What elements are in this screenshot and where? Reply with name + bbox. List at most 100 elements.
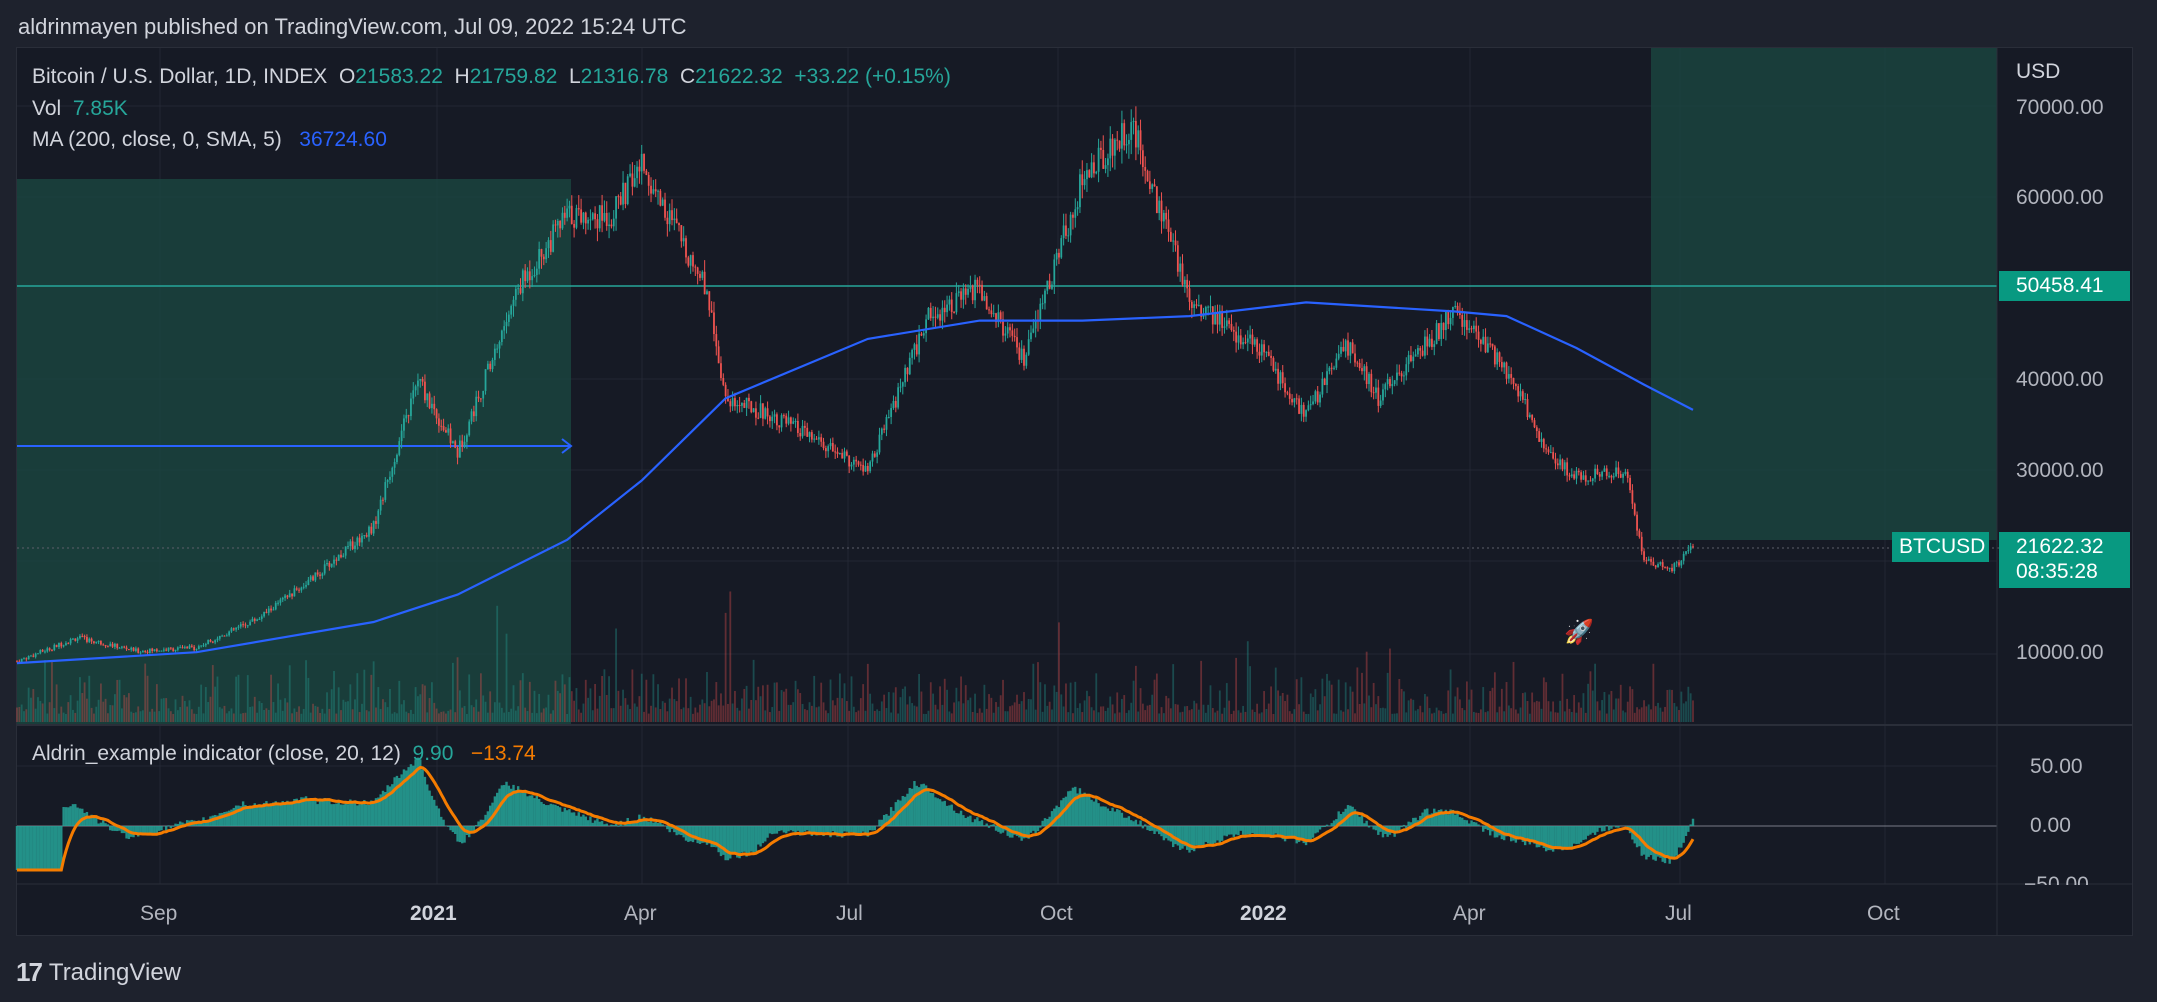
candle-body (1496, 352, 1499, 365)
histogram-bar (551, 804, 555, 826)
ma-legend[interactable]: MA (200, close, 0, SMA, 5) 36724.60 (32, 128, 387, 152)
candle-body (1468, 328, 1471, 330)
candle-body (39, 650, 42, 654)
histogram-bar (377, 797, 380, 826)
volume-bar (1615, 698, 1617, 722)
histogram-bar (1617, 826, 1620, 828)
histogram-bar (600, 821, 604, 826)
volume-bar (1657, 702, 1659, 722)
histogram-bar (1551, 826, 1555, 852)
volume-bar (368, 711, 370, 722)
volume-bar (510, 708, 513, 722)
volume-bar (1556, 712, 1559, 722)
volume-bar (333, 670, 335, 722)
volume-bar (1069, 682, 1072, 722)
histogram-bar (293, 799, 296, 826)
moving-average-line[interactable] (16, 301, 1694, 665)
volume-bar (1680, 691, 1683, 722)
histogram-bar (533, 798, 536, 826)
histogram-bar (850, 826, 853, 833)
candle-body (503, 326, 506, 331)
volume-bar (221, 708, 224, 722)
histogram-bar (419, 759, 422, 826)
volume-bar (820, 682, 823, 722)
bullish-zone-right (1651, 48, 1997, 540)
histogram-bar (1367, 826, 1371, 828)
candle-body (664, 199, 666, 218)
candle-body (379, 499, 382, 511)
histogram-bar (829, 826, 832, 838)
histogram-bar (22, 826, 26, 870)
volume-bar (734, 690, 736, 722)
histogram-bar (302, 797, 305, 826)
candle-body (925, 319, 927, 334)
histogram-bar (1276, 826, 1280, 837)
histogram-bar (416, 757, 420, 826)
candle-body (524, 270, 527, 282)
volume-bar (288, 665, 291, 722)
volume-bar (384, 702, 387, 722)
volume-bar (1102, 706, 1105, 722)
volume-bar (1617, 698, 1620, 722)
candle-body (514, 288, 517, 300)
volume-bar (232, 713, 235, 722)
histogram-bar (885, 814, 888, 826)
candle-body (1295, 398, 1298, 400)
symbol-legend[interactable]: Bitcoin / U.S. Dollar, 1D, INDEX O21583.… (32, 65, 951, 89)
candle-body (1281, 372, 1284, 384)
histogram-bar (1206, 826, 1210, 844)
histogram-bar (463, 826, 466, 843)
volume-bar (218, 707, 221, 722)
histogram-bar (274, 801, 277, 826)
symbol-tag (1892, 532, 1989, 562)
candle-body (1195, 304, 1198, 306)
histogram-bar (540, 801, 543, 826)
volume-bar (918, 673, 921, 722)
histogram-bar (577, 812, 580, 826)
candle-body (1675, 562, 1678, 564)
volume-bar (1225, 683, 1228, 722)
volume-bar (1414, 710, 1417, 722)
volume-legend[interactable]: Vol 7.85K (32, 97, 128, 121)
volume-bar (1377, 696, 1380, 722)
histogram-bar (405, 770, 408, 826)
histogram-bar (1321, 826, 1324, 828)
volume-bar (65, 713, 67, 722)
histogram-bar (32, 826, 35, 870)
candle-body (1666, 567, 1669, 569)
candle-body (1447, 311, 1450, 325)
volume-bar (424, 685, 426, 722)
candle-body (389, 476, 391, 480)
histogram-bar (952, 810, 956, 826)
bar-countdown: 08:35:28 (2016, 560, 2098, 583)
histogram-bar (943, 800, 946, 826)
candle-body (643, 153, 645, 171)
histogram-bar (1353, 809, 1357, 826)
volume-bar (701, 699, 704, 722)
candle-body (836, 451, 839, 454)
histogram-bar (53, 826, 56, 870)
volume-bar (771, 707, 774, 722)
volume-bar (1447, 690, 1450, 722)
candle-body (1349, 342, 1352, 356)
candle-body (545, 248, 548, 260)
indicator-legend[interactable]: Aldrin_example indicator (close, 20, 12)… (32, 742, 536, 766)
histogram-bar (1603, 826, 1606, 832)
volume-bar (109, 705, 112, 722)
volume-bar (491, 712, 494, 722)
candle-body (1023, 348, 1025, 366)
volume-bars (16, 591, 1694, 722)
candle-body (855, 459, 858, 462)
histogram-bar (167, 825, 170, 826)
volume-bar (1363, 703, 1366, 722)
volume-bar (1563, 711, 1566, 722)
candle-body (859, 464, 862, 466)
histogram-bar (882, 814, 886, 826)
candle-body (1570, 474, 1573, 477)
candle-body (340, 554, 342, 558)
footer[interactable]: 17 TradingView (16, 957, 181, 988)
histogram-bar (116, 826, 119, 832)
histogram-bar (1370, 826, 1373, 827)
histogram-bar (985, 823, 988, 826)
